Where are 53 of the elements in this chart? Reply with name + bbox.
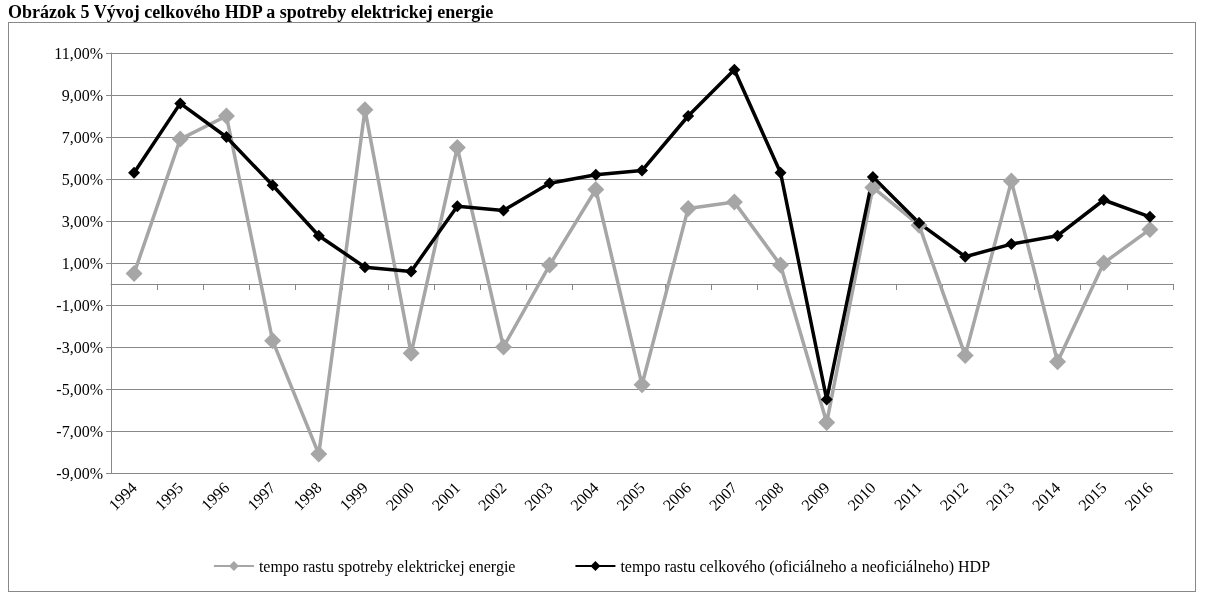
- point: [956, 346, 974, 364]
- point: [589, 168, 602, 181]
- point: [682, 110, 695, 122]
- point: [358, 261, 371, 274]
- point: [171, 130, 189, 148]
- point: [587, 181, 605, 198]
- point: [679, 199, 697, 217]
- point: [636, 164, 648, 177]
- point: [959, 250, 972, 263]
- point: [818, 414, 836, 432]
- point: [264, 332, 282, 350]
- y-tick-label: 3,00%: [61, 212, 103, 230]
- point: [266, 179, 279, 192]
- point: [128, 166, 141, 179]
- point: [633, 376, 651, 394]
- y-tick-label: -5,00%: [56, 380, 103, 398]
- point: [772, 256, 790, 274]
- legend-label: tempo rastu spotreby elektrickej energie: [258, 557, 516, 576]
- chart-title: Obrázok 5 Vývoj celkového HDP a spotreby elektrickej energie: [8, 2, 495, 22]
- legend-label: tempo rastu celkového (oficiálneho a neoficiálneho) HDP: [620, 557, 991, 576]
- point: [1143, 210, 1156, 223]
- point: [543, 177, 556, 190]
- point: [1002, 172, 1020, 190]
- y-tick-label: -9,00%: [56, 464, 103, 482]
- point: [405, 265, 418, 278]
- point: [217, 107, 235, 125]
- point: [866, 170, 879, 183]
- point: [1005, 238, 1018, 251]
- y-tick-label: 11,00%: [54, 44, 103, 62]
- point: [774, 166, 787, 179]
- point: [1049, 353, 1067, 371]
- point: [125, 265, 143, 282]
- x-tick-label: 1998: [290, 478, 325, 514]
- point: [174, 97, 187, 110]
- point: [1097, 194, 1110, 206]
- point: [310, 445, 328, 463]
- point: [728, 63, 741, 76]
- point: [541, 256, 559, 274]
- point: [725, 193, 743, 211]
- point: [1141, 220, 1159, 238]
- point: [312, 229, 325, 242]
- y-tick-label: 9,00%: [61, 86, 103, 104]
- point: [220, 131, 233, 143]
- y-tick-label: -1,00%: [56, 296, 103, 314]
- point: [1051, 229, 1064, 242]
- y-tick-label: 7,00%: [61, 128, 103, 146]
- y-tick-label: 1,00%: [61, 254, 103, 272]
- point: [494, 338, 512, 356]
- y-tick-label: -7,00%: [56, 422, 103, 440]
- point: [497, 204, 510, 217]
- y-tick-label: 5,00%: [61, 170, 103, 188]
- y-tick-label: -3,00%: [56, 338, 103, 356]
- point: [1095, 254, 1113, 272]
